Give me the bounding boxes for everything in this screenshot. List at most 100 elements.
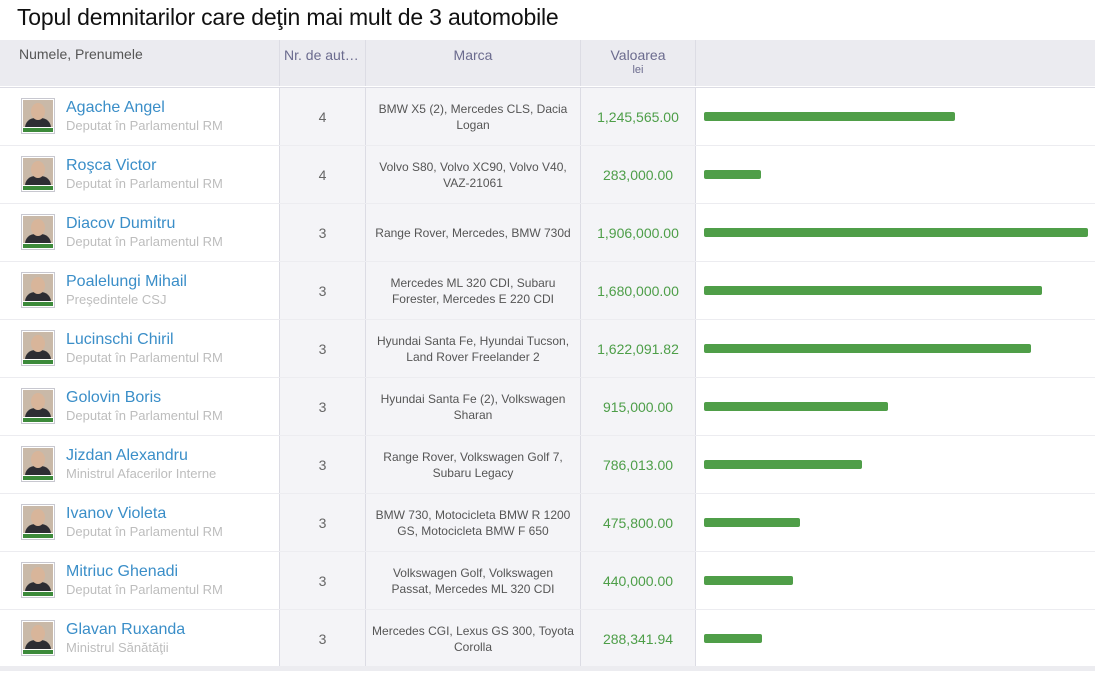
person-name-link[interactable]: Roşca Victor: [66, 157, 157, 174]
car-makes: Hyundai Santa Fe (2), Volkswagen Sharan: [366, 378, 581, 435]
name-cell: Glavan Ruxanda Ministrul Sănătăţii: [0, 610, 280, 667]
avatar[interactable]: [21, 446, 55, 482]
portrait-photo: [23, 332, 53, 359]
avatar[interactable]: [21, 272, 55, 308]
person-role: Preşedintele CSJ: [66, 292, 167, 307]
column-header-count-label: Nr. de automobile: [284, 47, 361, 63]
avatar[interactable]: [21, 504, 55, 540]
car-makes: Range Rover, Mercedes, BMW 730d: [366, 204, 581, 261]
portrait-photo: [23, 448, 53, 475]
avatar-stripe: [23, 244, 53, 248]
portrait-photo: [23, 158, 53, 185]
asset-value: 440,000.00: [581, 552, 696, 609]
column-header-count[interactable]: Nr. de automobile: [280, 40, 366, 86]
avatar-stripe: [23, 302, 53, 306]
table-header: Numele, Prenumele Nr. de automobile Marc…: [0, 40, 1095, 86]
portrait-photo: [23, 274, 53, 301]
avatar[interactable]: [21, 156, 55, 192]
car-makes: Volkswagen Golf, Volkswagen Passat, Merc…: [366, 552, 581, 609]
person-name-link[interactable]: Glavan Ruxanda: [66, 621, 186, 638]
car-count: 4: [280, 88, 366, 145]
value-bar-cell: [696, 146, 1095, 203]
person-name-link[interactable]: Jizdan Alexandru: [66, 447, 188, 464]
avatar[interactable]: [21, 562, 55, 598]
column-header-value[interactable]: Valoarea lei: [581, 40, 696, 86]
car-makes: Volvo S80, Volvo XC90, Volvo V40, VAZ-21…: [366, 146, 581, 203]
name-cell: Ivanov Violeta Deputat în Parlamentul RM: [0, 494, 280, 551]
car-count: 3: [280, 494, 366, 551]
value-bar-cell: [696, 88, 1095, 145]
asset-value: 283,000.00: [581, 146, 696, 203]
portrait-photo: [23, 216, 53, 243]
value-bar: [704, 112, 955, 121]
car-count: 3: [280, 436, 366, 493]
avatar[interactable]: [21, 98, 55, 134]
car-count: 3: [280, 378, 366, 435]
avatar[interactable]: [21, 330, 55, 366]
value-bar: [704, 228, 1088, 237]
name-cell: Poalelungi Mihail Preşedintele CSJ: [0, 262, 280, 319]
name-cell: Diacov Dumitru Deputat în Parlamentul RM: [0, 204, 280, 261]
car-makes: BMW 730, Motocicleta BMW R 1200 GS, Moto…: [366, 494, 581, 551]
value-bar-cell: [696, 436, 1095, 493]
table-row: Agache Angel Deputat în Parlamentul RM 4…: [0, 88, 1095, 146]
avatar-stripe: [23, 592, 53, 596]
portrait-photo: [23, 506, 53, 533]
avatar[interactable]: [21, 214, 55, 250]
avatar-stripe: [23, 360, 53, 364]
value-bar-track: [704, 344, 1088, 353]
value-bar: [704, 170, 762, 179]
value-bar: [704, 460, 863, 469]
column-header-name[interactable]: Numele, Prenumele: [0, 40, 280, 86]
person-role: Ministrul Afacerilor Interne: [66, 466, 217, 481]
avatar-stripe: [23, 534, 53, 538]
column-header-make[interactable]: Marca: [366, 40, 581, 86]
car-makes: Mercedes CGI, Lexus GS 300, Toyota Corol…: [366, 610, 581, 667]
table-row: Lucinschi Chiril Deputat în Parlamentul …: [0, 320, 1095, 378]
person-name-link[interactable]: Mitriuc Ghenadi: [66, 563, 179, 580]
value-bar: [704, 286, 1043, 295]
value-bar-cell: [696, 552, 1095, 609]
car-count: 3: [280, 204, 366, 261]
table-row: Golovin Boris Deputat în Parlamentul RM …: [0, 378, 1095, 436]
person-name-link[interactable]: Golovin Boris: [66, 389, 162, 406]
person-role: Deputat în Parlamentul RM: [66, 524, 223, 539]
car-count: 3: [280, 320, 366, 377]
value-bar-track: [704, 228, 1088, 237]
avatar-stripe: [23, 186, 53, 190]
person-role: Deputat în Parlamentul RM: [66, 408, 223, 423]
name-cell: Roşca Victor Deputat în Parlamentul RM: [0, 146, 280, 203]
table-body: Agache Angel Deputat în Parlamentul RM 4…: [0, 87, 1095, 668]
car-count: 3: [280, 610, 366, 667]
value-bar-cell: [696, 378, 1095, 435]
asset-value: 915,000.00: [581, 378, 696, 435]
person-role: Deputat în Parlamentul RM: [66, 176, 223, 191]
person-name-link[interactable]: Diacov Dumitru: [66, 215, 176, 232]
table-row: Glavan Ruxanda Ministrul Sănătăţii 3 Mer…: [0, 610, 1095, 668]
value-bar-track: [704, 460, 1088, 469]
person-name-link[interactable]: Agache Angel: [66, 99, 165, 116]
table-row: Mitriuc Ghenadi Deputat în Parlamentul R…: [0, 552, 1095, 610]
value-bar-cell: [696, 262, 1095, 319]
value-bar: [704, 634, 763, 643]
portrait-photo: [23, 390, 53, 417]
avatar[interactable]: [21, 388, 55, 424]
officials-table: Numele, Prenumele Nr. de automobile Marc…: [0, 40, 1095, 668]
page-title: Topul demnitarilor care deţin mai mult d…: [17, 4, 559, 30]
car-count: 4: [280, 146, 366, 203]
person-name-link[interactable]: Ivanov Violeta: [66, 505, 167, 522]
person-name-link[interactable]: Lucinschi Chiril: [66, 331, 174, 348]
avatar[interactable]: [21, 620, 55, 656]
person-role: Ministrul Sănătăţii: [66, 640, 169, 655]
person-role: Deputat în Parlamentul RM: [66, 350, 223, 365]
value-bar: [704, 344, 1031, 353]
asset-value: 1,906,000.00: [581, 204, 696, 261]
name-cell: Mitriuc Ghenadi Deputat în Parlamentul R…: [0, 552, 280, 609]
avatar-stripe: [23, 128, 53, 132]
name-cell: Jizdan Alexandru Ministrul Afacerilor In…: [0, 436, 280, 493]
value-bar-cell: [696, 610, 1095, 667]
person-role: Deputat în Parlamentul RM: [66, 234, 223, 249]
person-name-link[interactable]: Poalelungi Mihail: [66, 273, 187, 290]
asset-value: 1,245,565.00: [581, 88, 696, 145]
asset-value: 475,800.00: [581, 494, 696, 551]
